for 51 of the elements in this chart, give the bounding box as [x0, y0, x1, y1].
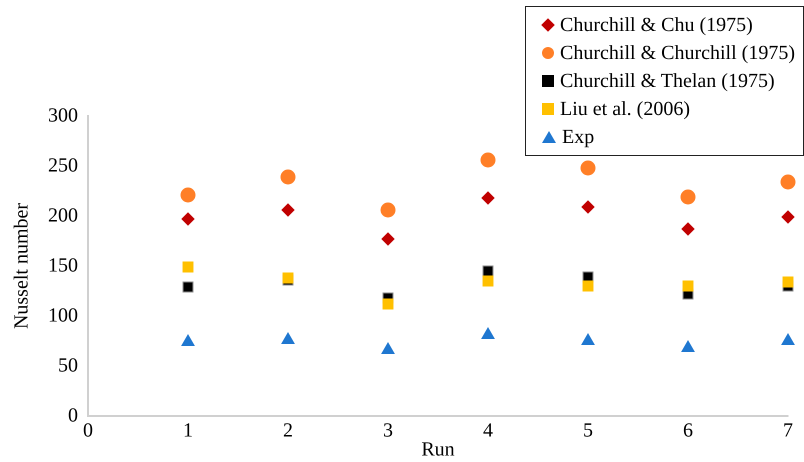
y-axis-title: Nusselt number — [10, 202, 32, 330]
point — [482, 276, 494, 286]
x-tick-label: 5 — [583, 419, 593, 442]
point — [182, 212, 194, 226]
point — [482, 266, 494, 276]
point — [581, 334, 595, 345]
y-tick-label: 300 — [48, 104, 78, 126]
y-tick-label: 200 — [48, 204, 78, 226]
point — [580, 160, 596, 176]
point — [781, 334, 795, 345]
x-tick-label: 6 — [683, 419, 693, 442]
point — [380, 202, 396, 218]
point — [482, 192, 494, 204]
x-tick-label: 7 — [783, 419, 793, 442]
y-tick-label: 50 — [58, 354, 78, 376]
point — [382, 298, 394, 310]
y-tick-label: 100 — [48, 304, 78, 326]
point — [182, 262, 194, 272]
point — [582, 200, 594, 214]
legend-label: Churchill & Churchill (1975) — [560, 41, 795, 66]
x-tick-label: 4 — [483, 419, 493, 442]
y-tick-label: 0 — [68, 404, 78, 426]
point — [582, 280, 594, 292]
point — [780, 174, 796, 190]
point — [681, 340, 695, 352]
x-tick-label: 0 — [83, 419, 93, 442]
legend-label: Exp — [562, 125, 594, 150]
legend-label: Churchill & Chu (1975) — [560, 13, 753, 38]
point — [382, 232, 394, 246]
point — [181, 334, 195, 346]
point — [782, 210, 794, 224]
point — [180, 188, 196, 202]
point — [782, 276, 794, 288]
x-tick-label: 3 — [383, 419, 393, 442]
point — [682, 222, 694, 236]
point — [182, 282, 194, 292]
y-tick-label: 150 — [48, 254, 78, 276]
point — [381, 342, 395, 354]
point — [481, 328, 495, 339]
point — [282, 204, 294, 216]
point — [480, 152, 496, 168]
point — [280, 170, 296, 184]
x-tick-label: 1 — [183, 419, 193, 442]
x-axis-title: Run — [421, 438, 455, 460]
point — [682, 280, 694, 292]
x-tick-label: 2 — [283, 419, 293, 442]
legend-label: Churchill & Thelan (1975) — [560, 69, 775, 94]
point — [281, 332, 295, 344]
y-tick-label: 250 — [48, 154, 78, 176]
point — [680, 190, 696, 204]
legend-label: Liu et al. (2006) — [560, 97, 690, 122]
